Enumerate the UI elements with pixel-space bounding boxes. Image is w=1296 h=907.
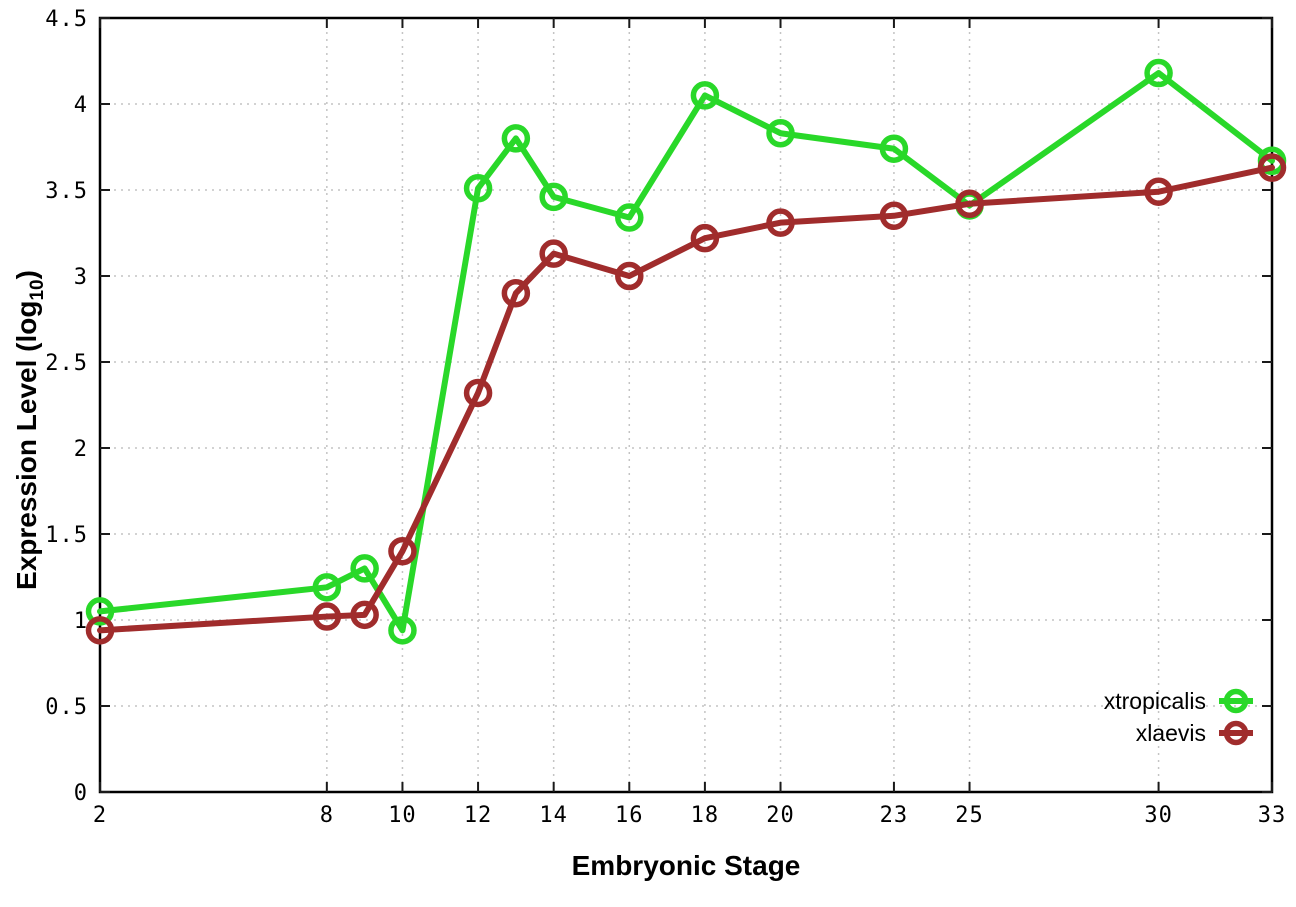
data-point-xlaevis	[1257, 153, 1287, 182]
data-point-xtropicalis	[615, 203, 644, 232]
data-point-xtropicalis	[85, 597, 115, 626]
y-tick-label: 3.5	[45, 179, 88, 204]
data-point-xtropicalis	[501, 124, 531, 153]
data-point-xtropicalis	[539, 182, 568, 212]
data-point-xlaevis	[1144, 177, 1173, 206]
x-tick-label: 18	[691, 803, 720, 828]
legend-label-xtropicalis: xtropicalis	[1103, 687, 1206, 714]
legend-marker-xlaevis	[1219, 720, 1253, 746]
x-tick-label: 20	[766, 803, 795, 828]
legend-entry-xtropicalis: xtropicalis	[1104, 686, 1254, 716]
data-point-xtropicalis	[879, 134, 909, 163]
data-point-xlaevis	[312, 602, 342, 631]
y-axis-title-text: Expression Level (log	[11, 300, 43, 590]
data-point-xtropicalis	[350, 554, 379, 583]
data-point-xlaevis	[879, 201, 909, 231]
data-point-xlaevis	[690, 223, 720, 253]
data-point-xlaevis	[501, 278, 531, 308]
x-tick-label: 12	[464, 803, 493, 828]
data-point-xlaevis	[85, 616, 115, 645]
x-tick-label: 10	[388, 803, 417, 828]
data-point-xlaevis	[350, 600, 379, 630]
x-axis-title: Embryonic Stage	[571, 850, 801, 881]
legend-entry-xlaevis: xlaevis	[1104, 718, 1254, 748]
data-point-xlaevis	[766, 208, 795, 237]
data-point-xtropicalis	[463, 174, 493, 203]
data-point-xtropicalis	[1144, 58, 1173, 88]
data-point-xlaevis	[388, 536, 417, 566]
x-tick-label: 33	[1258, 803, 1287, 828]
y-axis-title: Expression Level (log10)	[11, 270, 49, 590]
y-tick-label: 3	[74, 265, 88, 290]
y-tick-label: 2.5	[45, 351, 88, 376]
y-tick-label: 2	[74, 437, 88, 462]
y-tick-label: 4	[74, 93, 88, 118]
data-point-xtropicalis	[312, 573, 342, 602]
x-tick-label: 2	[93, 803, 107, 828]
x-tick-label: 8	[320, 803, 334, 828]
data-point-xtropicalis	[690, 81, 720, 110]
y-axis-title-subscript: 10	[26, 279, 48, 301]
y-axis-title-suffix: )	[11, 270, 43, 280]
plot-border	[98, 16, 1274, 794]
data-point-xlaevis	[539, 239, 568, 268]
x-tick-label: 23	[880, 803, 909, 828]
x-tick-label: 14	[539, 803, 568, 828]
legend: xtropicalis xlaevis	[1104, 686, 1254, 748]
y-tick-label: 1.5	[45, 523, 88, 548]
y-tick-label: 0	[74, 781, 88, 806]
x-tick-label: 25	[955, 803, 984, 828]
data-point-xlaevis	[463, 378, 493, 408]
y-tick-label: 4.5	[45, 7, 88, 32]
series-line-xtropicalis	[97, 70, 1275, 634]
legend-label-xlaevis: xlaevis	[1135, 719, 1206, 746]
data-point-xtropicalis	[766, 118, 795, 148]
y-tick-label: 1	[74, 609, 88, 634]
x-tick-label: 16	[615, 803, 644, 828]
data-point-xlaevis	[615, 261, 644, 291]
x-tick-label: 30	[1144, 803, 1173, 828]
series-line-xlaevis	[97, 164, 1275, 634]
data-point-xlaevis	[955, 189, 984, 219]
legend-marker-xtropicalis	[1219, 688, 1253, 714]
y-tick-label: 0.5	[45, 695, 88, 720]
data-point-xtropicalis	[388, 616, 417, 645]
